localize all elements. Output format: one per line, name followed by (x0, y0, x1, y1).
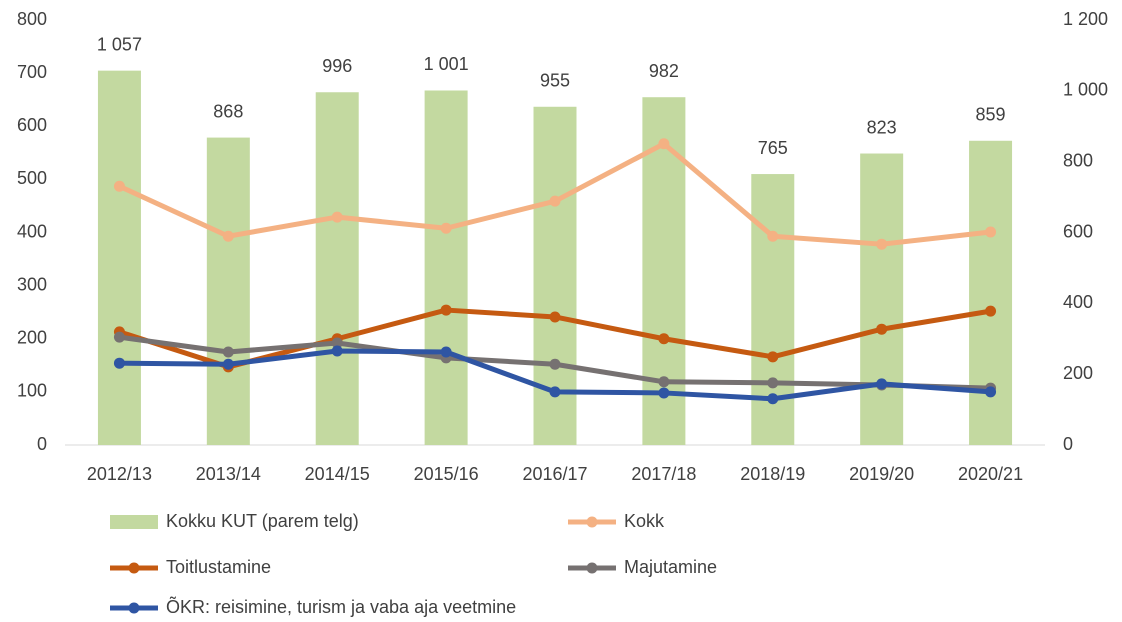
y2-tick-label: 200 (1063, 363, 1093, 383)
y2-tick-label: 800 (1063, 150, 1093, 170)
line-marker (767, 393, 779, 405)
line-marker (549, 358, 561, 370)
legend-swatch (110, 515, 158, 529)
y-tick-label: 300 (17, 274, 47, 294)
line-marker (222, 358, 234, 370)
legend-label: Toitlustamine (166, 557, 271, 577)
y-tick-label: 600 (17, 115, 47, 135)
line-marker (113, 357, 125, 369)
line-marker (549, 311, 561, 323)
line-marker (658, 333, 670, 345)
bar-value-label: 982 (649, 61, 679, 81)
x-tick-label: 2013/14 (196, 464, 261, 484)
line-marker (985, 305, 997, 317)
line-marker (440, 346, 452, 358)
bar-value-label: 955 (540, 71, 570, 91)
bar-value-label: 765 (758, 138, 788, 158)
y-tick-label: 200 (17, 328, 47, 348)
line-marker (549, 195, 561, 207)
legend-label: Kokku KUT (parem telg) (166, 511, 359, 531)
legend-marker (586, 562, 598, 574)
line-marker (767, 230, 779, 242)
line-marker (985, 386, 997, 398)
line-marker (113, 180, 125, 192)
legend-marker (128, 562, 140, 574)
y2-tick-label: 1 200 (1063, 9, 1108, 29)
x-tick-label: 2019/20 (849, 464, 914, 484)
bar-value-label: 859 (976, 105, 1006, 125)
legend-label: ÕKR: reisimine, turism ja vaba aja veetm… (166, 596, 516, 617)
bar-value-label: 823 (867, 117, 897, 137)
bar-value-label: 996 (322, 56, 352, 76)
line-marker (113, 331, 125, 343)
x-tick-label: 2017/18 (631, 464, 696, 484)
legend-marker (128, 602, 140, 614)
y2-tick-label: 0 (1063, 434, 1073, 454)
x-tick-label: 2012/13 (87, 464, 152, 484)
x-tick-label: 2015/16 (414, 464, 479, 484)
bar (860, 153, 904, 446)
legend-label: Kokk (624, 511, 665, 531)
y-tick-label: 100 (17, 381, 47, 401)
line-marker (985, 226, 997, 238)
bar (969, 140, 1013, 446)
line-marker (331, 345, 343, 357)
line-marker (767, 377, 779, 389)
line-marker (876, 378, 888, 390)
y2-tick-label: 600 (1063, 221, 1093, 241)
bar (315, 92, 359, 445)
line-marker (767, 351, 779, 363)
x-tick-label: 2014/15 (305, 464, 370, 484)
x-tick-label: 2016/17 (522, 464, 587, 484)
line-marker (222, 230, 234, 242)
legend-label: Majutamine (624, 557, 717, 577)
line-marker (876, 323, 888, 335)
bar-value-label: 1 057 (97, 34, 142, 54)
line-marker (876, 238, 888, 250)
bar-value-label: 868 (213, 101, 243, 121)
line-marker (440, 222, 452, 234)
y2-tick-label: 400 (1063, 292, 1093, 312)
line-marker (331, 211, 343, 223)
y-tick-label: 0 (37, 434, 47, 454)
x-tick-label: 2018/19 (740, 464, 805, 484)
line-marker (331, 337, 343, 349)
line-marker (658, 387, 670, 399)
x-tick-label: 2020/21 (958, 464, 1023, 484)
legend-marker (586, 516, 598, 528)
bar (751, 174, 795, 445)
line-marker (549, 386, 561, 398)
y-tick-label: 500 (17, 168, 47, 188)
y-tick-label: 700 (17, 62, 47, 82)
y-tick-label: 800 (17, 9, 47, 29)
bar (97, 70, 141, 445)
y2-tick-label: 1 000 (1063, 80, 1108, 100)
bar (206, 137, 250, 446)
line-marker (658, 376, 670, 388)
line-marker (440, 304, 452, 316)
line-marker (658, 138, 670, 150)
bar-value-label: 1 001 (424, 54, 469, 74)
y-tick-label: 400 (17, 221, 47, 241)
line-marker (222, 346, 234, 358)
bar (424, 90, 468, 446)
